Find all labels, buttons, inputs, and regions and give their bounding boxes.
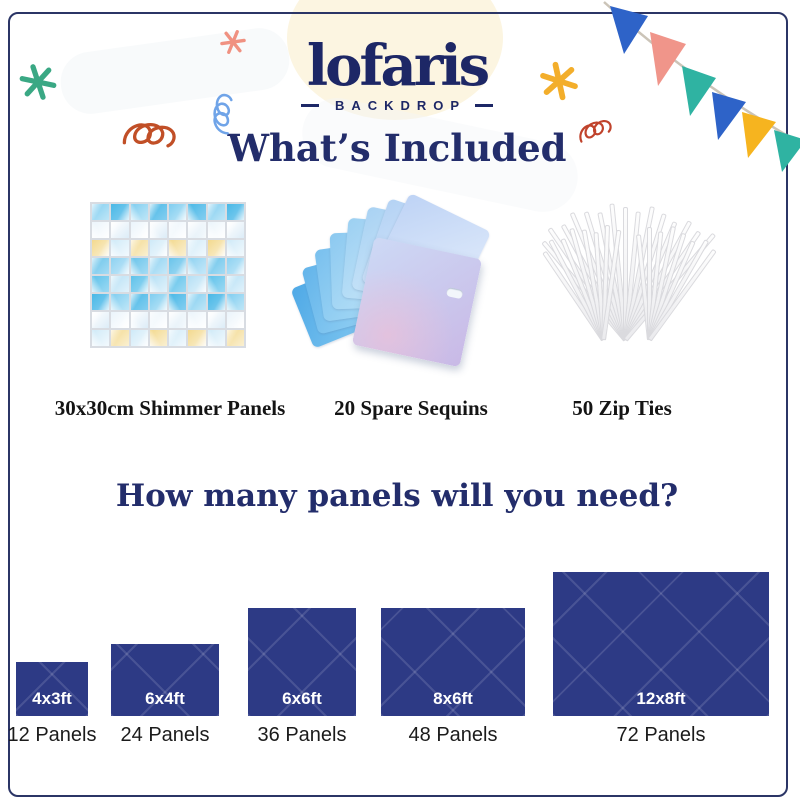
shimmer-sequin-cell (92, 330, 110, 346)
panel-size-label: 6x4ft (145, 689, 185, 708)
shimmer-sequin-cell (92, 258, 110, 274)
shimmer-sequin-cell (169, 258, 187, 274)
shimmer-sequin-cell (188, 240, 206, 256)
shimmer-sequin-cell (111, 204, 129, 220)
shimmer-sequin-cell (149, 258, 167, 274)
shimmer-sequin-cell (207, 312, 225, 328)
shimmer-sequin-cell (207, 294, 225, 310)
spare-sequins-photo (290, 192, 495, 370)
shimmer-sequin-cell (130, 240, 148, 256)
shimmer-sequin-cell (92, 204, 110, 220)
brand-logo: lofaris BACKDROP (0, 38, 794, 113)
shimmer-sequin-cell (130, 258, 148, 274)
panel-count-label: 48 Panels (408, 724, 498, 746)
right-dash (475, 104, 494, 107)
shimmer-sequin-cell (207, 204, 225, 220)
brand-subtitle: BACKDROP (334, 98, 467, 113)
shimmer-sequin-cell (111, 312, 129, 328)
shimmer-sequin-cell (92, 240, 110, 256)
shimmer-panels-label: 30x30cm Shimmer Panels (54, 396, 286, 420)
shimmer-sequin-cell (149, 222, 167, 238)
shimmer-sequin-cell (188, 294, 206, 310)
shimmer-sequin-cell (207, 276, 225, 292)
panel-count-label: 12 Panels (7, 724, 97, 746)
shimmer-sequin-cell (130, 204, 148, 220)
spare-sequins-label: 20 Spare Sequins (334, 396, 488, 420)
shimmer-sequin-cell (188, 222, 206, 238)
shimmer-sequin-cell (169, 240, 187, 256)
shimmer-sequin-cell (92, 222, 110, 238)
panel-size-label: 6x6ft (282, 689, 322, 708)
sequin-hole (445, 287, 464, 300)
shimmer-sequin-cell (149, 240, 167, 256)
brand-name: lofaris (306, 33, 490, 99)
shimmer-sequin-cell (111, 258, 129, 274)
shimmer-sequin-cell (226, 240, 244, 256)
shimmer-sequin-cell (130, 312, 148, 328)
shimmer-sequin-cell (169, 222, 187, 238)
shimmer-sequin-cell (111, 240, 129, 256)
shimmer-sequin-cell (188, 312, 206, 328)
shimmer-sequin-cell (207, 222, 225, 238)
shimmer-sequin-cell (149, 204, 167, 220)
shimmer-sequin-cell (149, 276, 167, 292)
zip-ties-photo (541, 198, 717, 348)
shimmer-sequin-cell (188, 258, 206, 274)
panel-size-label: 12x8ft (636, 689, 686, 708)
shimmer-sequin-cell (226, 312, 244, 328)
shimmer-sequin-cell (149, 330, 167, 346)
shimmer-sequin-cell (169, 276, 187, 292)
shimmer-panels-photo (90, 202, 246, 348)
included-title: What’s Included (227, 126, 567, 170)
shimmer-sequin-cell (207, 330, 225, 346)
shimmer-sequin-cell (226, 330, 244, 346)
shimmer-sequin-cell (207, 240, 225, 256)
shimmer-sequin-cell (92, 276, 110, 292)
panel-size-swatch: 6x4ft (111, 644, 219, 716)
shimmer-sequin-cell (92, 294, 110, 310)
shimmer-sequin-cell (226, 204, 244, 220)
shimmer-sequin-cell (188, 330, 206, 346)
shimmer-sequin-cell (226, 222, 244, 238)
shimmer-sequin-cell (149, 312, 167, 328)
shimmer-sequin-cell (111, 294, 129, 310)
shimmer-sequin-cell (207, 258, 225, 274)
shimmer-sequin-cell (188, 276, 206, 292)
left-dash (300, 104, 319, 107)
shimmer-sequin-cell (169, 294, 187, 310)
brand-subtitle-row: BACKDROP (0, 98, 794, 113)
shimmer-sequin-cell (169, 204, 187, 220)
shimmer-sequin-cell (130, 222, 148, 238)
panel-size-label: 8x6ft (433, 689, 473, 708)
shimmer-sequin-cell (111, 222, 129, 238)
shimmer-sequin-cell (92, 312, 110, 328)
shimmer-sequin-cell (169, 330, 187, 346)
shimmer-sequin-cell (149, 294, 167, 310)
panel-size-swatch: 12x8ft (553, 572, 769, 716)
panel-size-label: 4x3ft (32, 689, 72, 708)
shimmer-sequin-cell (226, 258, 244, 274)
panel-size-swatch: 8x6ft (381, 608, 525, 716)
shimmer-sequin-cell (130, 330, 148, 346)
shimmer-sequin-cell (169, 312, 187, 328)
shimmer-sequin-cell (188, 204, 206, 220)
panel-count-label: 72 Panels (616, 724, 706, 746)
panel-size-swatch: 6x6ft (248, 608, 356, 716)
front-sequin (351, 236, 483, 368)
shimmer-sequin-cell (130, 276, 148, 292)
panel-count-label: 24 Panels (120, 724, 210, 746)
shimmer-sequin-cell (130, 294, 148, 310)
shimmer-sequin-cell (111, 330, 129, 346)
shimmer-sequin-cell (226, 276, 244, 292)
shimmer-sequin-cell (111, 276, 129, 292)
zip-ties-label: 50 Zip Ties (572, 396, 672, 420)
panels-question-title: How many panels will you need? (115, 478, 679, 514)
panel-size-swatch: 4x3ft (16, 662, 88, 716)
shimmer-sequin-cell (226, 294, 244, 310)
panel-count-label: 36 Panels (257, 724, 347, 746)
